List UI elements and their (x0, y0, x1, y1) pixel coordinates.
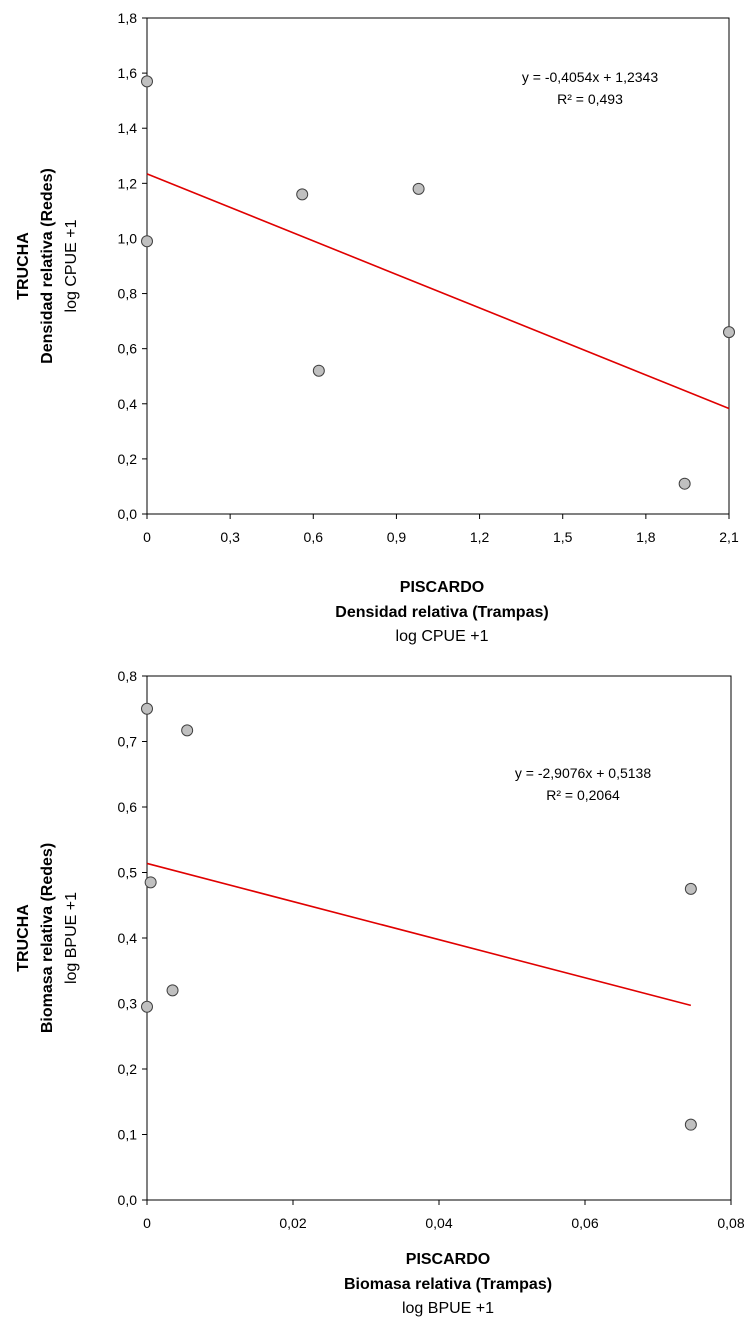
y-tick-label: 1,0 (118, 230, 138, 246)
y-tick-label: 0,8 (118, 286, 138, 302)
data-point (296, 188, 309, 201)
x-tick-label: 0,08 (717, 1215, 744, 1231)
x-tick-label: 1,8 (636, 529, 656, 545)
x-tick-label: 0,06 (571, 1215, 598, 1231)
y-tick-label: 1,4 (118, 120, 138, 136)
x-tick-label: 1,5 (553, 529, 573, 545)
y-tick-label: 0,0 (118, 506, 138, 522)
chart-density: 0,0 0,2 0,4 0,6 0,8 1,0 1,2 1,4 1,6 1,8 0 0,3 0,6 0,9… (15, 10, 739, 645)
y-tick-label: 0,2 (118, 451, 138, 467)
data-point (166, 984, 179, 997)
chart-marks: 0,0 0,1 0,2 0,3 0,4 0,5 0,6 0,7 0,8 0 0,02 0,04 0,06… (118, 668, 745, 1231)
x-axis-label-species: PISCARDO (400, 579, 484, 596)
y-tick-label: 0,6 (118, 799, 138, 815)
y-axis-label-species: TRUCHA (15, 232, 32, 300)
data-point (412, 182, 425, 195)
x-tick-label: 0,02 (279, 1215, 306, 1231)
plot-area-frame (146, 675, 732, 1201)
y-axis-label-measure: Densidad relativa (Redes) (39, 168, 56, 364)
plot-area-frame (146, 17, 730, 515)
x-axis-label-species: PISCARDO (406, 1251, 490, 1268)
y-tick-label: 0,4 (118, 396, 138, 412)
x-axis-label-measure: Biomasa relativa (Trampas) (344, 1276, 552, 1293)
x-axis-label-measure: Densidad relativa (Trampas) (335, 604, 548, 621)
x-tick-label: 0 (143, 529, 151, 545)
data-point (684, 882, 697, 895)
y-axis-label-species: TRUCHA (15, 904, 32, 972)
data-point (141, 702, 153, 715)
y-tick-label: 0,8 (118, 668, 138, 684)
y-tick-label: 0,2 (118, 1061, 138, 1077)
y-tick-label: 0,5 (118, 865, 138, 881)
trendline-equation: y = -2,9076x + 0,5138 (515, 765, 651, 781)
y-tick-label: 1,6 (118, 65, 138, 81)
x-tick-label: 2,1 (719, 529, 739, 545)
y-tick-label: 0,6 (118, 341, 138, 357)
x-tick-label: 0 (143, 1215, 151, 1231)
y-tick-label: 0,3 (118, 996, 138, 1012)
data-point (141, 1000, 153, 1013)
data-point (723, 326, 735, 339)
y-tick-label: 0,1 (118, 1127, 138, 1143)
x-tick-label: 0,04 (425, 1215, 452, 1231)
x-tick-label: 0,9 (387, 529, 407, 545)
y-tick-label: 1,2 (118, 175, 138, 191)
y-axis-label-unit: log BPUE +1 (63, 892, 80, 984)
x-axis-label-unit: log BPUE +1 (402, 1300, 494, 1317)
trendline (146, 173, 730, 410)
data-point (141, 235, 153, 248)
x-tick-label: 0,3 (220, 529, 240, 545)
r-squared-label: R² = 0,2064 (546, 787, 620, 803)
r-squared-label: R² = 0,493 (557, 91, 623, 107)
data-point (312, 364, 325, 377)
data-point (141, 75, 153, 88)
y-axis-label-measure: Biomasa relativa (Redes) (39, 843, 56, 1033)
chart-marks: 0,0 0,2 0,4 0,6 0,8 1,0 1,2 1,4 1,6 1,8 0 0,3 0,6 0,9… (118, 10, 739, 545)
trendline-equation: y = -0,4054x + 1,2343 (522, 69, 658, 85)
y-tick-label: 0,0 (118, 1192, 138, 1208)
y-tick-label: 0,7 (118, 734, 138, 750)
trendline (146, 862, 692, 1007)
x-tick-label: 0,6 (304, 529, 324, 545)
data-point (678, 477, 691, 490)
x-tick-label: 1,2 (470, 529, 490, 545)
x-axis-label-unit: log CPUE +1 (396, 628, 489, 645)
y-tick-label: 1,8 (118, 10, 138, 26)
data-point (684, 1118, 697, 1131)
y-tick-label: 0,4 (118, 930, 138, 946)
y-axis-label-unit: log CPUE +1 (63, 219, 80, 312)
data-point (181, 724, 194, 737)
data-point (144, 876, 157, 889)
chart-biomass: 0,0 0,1 0,2 0,3 0,4 0,5 0,6 0,7 0,8 0 0,02 0,04 0,06… (15, 668, 745, 1317)
